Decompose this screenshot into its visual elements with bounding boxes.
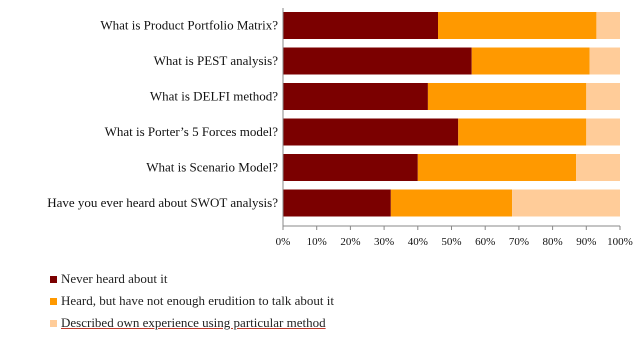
category-label: What is Scenario Model? — [146, 160, 278, 175]
x-tick-label: 50% — [441, 236, 461, 248]
x-tick-label: 0% — [276, 236, 291, 248]
bar-segment-2 — [390, 189, 513, 217]
category-label: What is DELFI method? — [150, 89, 278, 104]
legend-swatch-described — [50, 319, 57, 327]
bar-segment-2 — [417, 154, 577, 181]
bar-segment-1 — [283, 12, 439, 39]
legend-swatch-never — [50, 275, 57, 283]
bar-segment-3 — [512, 189, 620, 217]
x-tick-label: 10% — [307, 236, 327, 248]
x-tick-label: 70% — [509, 236, 529, 248]
bar-segment-1 — [283, 189, 391, 217]
legend-swatch-heard — [50, 297, 57, 305]
x-tick-label: 20% — [340, 236, 360, 248]
x-tick-label: 30% — [374, 236, 394, 248]
bar-segment-1 — [283, 83, 428, 110]
bar-segment-2 — [438, 12, 597, 39]
legend-label-never: Never heard about it — [61, 271, 168, 286]
category-label: What is PEST analysis? — [154, 53, 279, 68]
bar-segment-3 — [596, 12, 620, 39]
bar-segment-2 — [458, 118, 587, 146]
bar-segment-2 — [471, 47, 590, 75]
legend-item-heard: Heard, but have not enough erudition to … — [50, 290, 334, 312]
legend-label-heard: Heard, but have not enough erudition to … — [61, 293, 334, 308]
legend: Never heard about it Heard, but have not… — [50, 268, 334, 334]
legend-label-described: Described own experience using particula… — [61, 315, 326, 330]
bar-segment-3 — [576, 154, 620, 181]
legend-item-described: Described own experience using particula… — [50, 312, 334, 334]
category-label: Have you ever heard about SWOT analysis? — [47, 195, 278, 210]
bar-segment-3 — [586, 118, 620, 146]
legend-item-never: Never heard about it — [50, 268, 334, 290]
bar-segment-3 — [589, 47, 620, 75]
x-tick-label: 40% — [408, 236, 428, 248]
bar-segment-1 — [283, 154, 418, 181]
x-tick-label: 80% — [543, 236, 563, 248]
x-tick-label: 100% — [607, 236, 633, 248]
bar-segment-1 — [283, 118, 459, 146]
bar-segment-2 — [427, 83, 587, 110]
bar-segment-3 — [586, 83, 620, 110]
x-tick-label: 90% — [576, 236, 596, 248]
category-label: What is Porter’s 5 Forces model? — [105, 124, 279, 139]
category-label: What is Product Portfolio Matrix? — [100, 18, 278, 33]
bar-segment-1 — [283, 47, 472, 75]
x-tick-label: 60% — [475, 236, 495, 248]
stacked-bar-chart: What is Product Portfolio Matrix? What is… — [47, 8, 633, 248]
